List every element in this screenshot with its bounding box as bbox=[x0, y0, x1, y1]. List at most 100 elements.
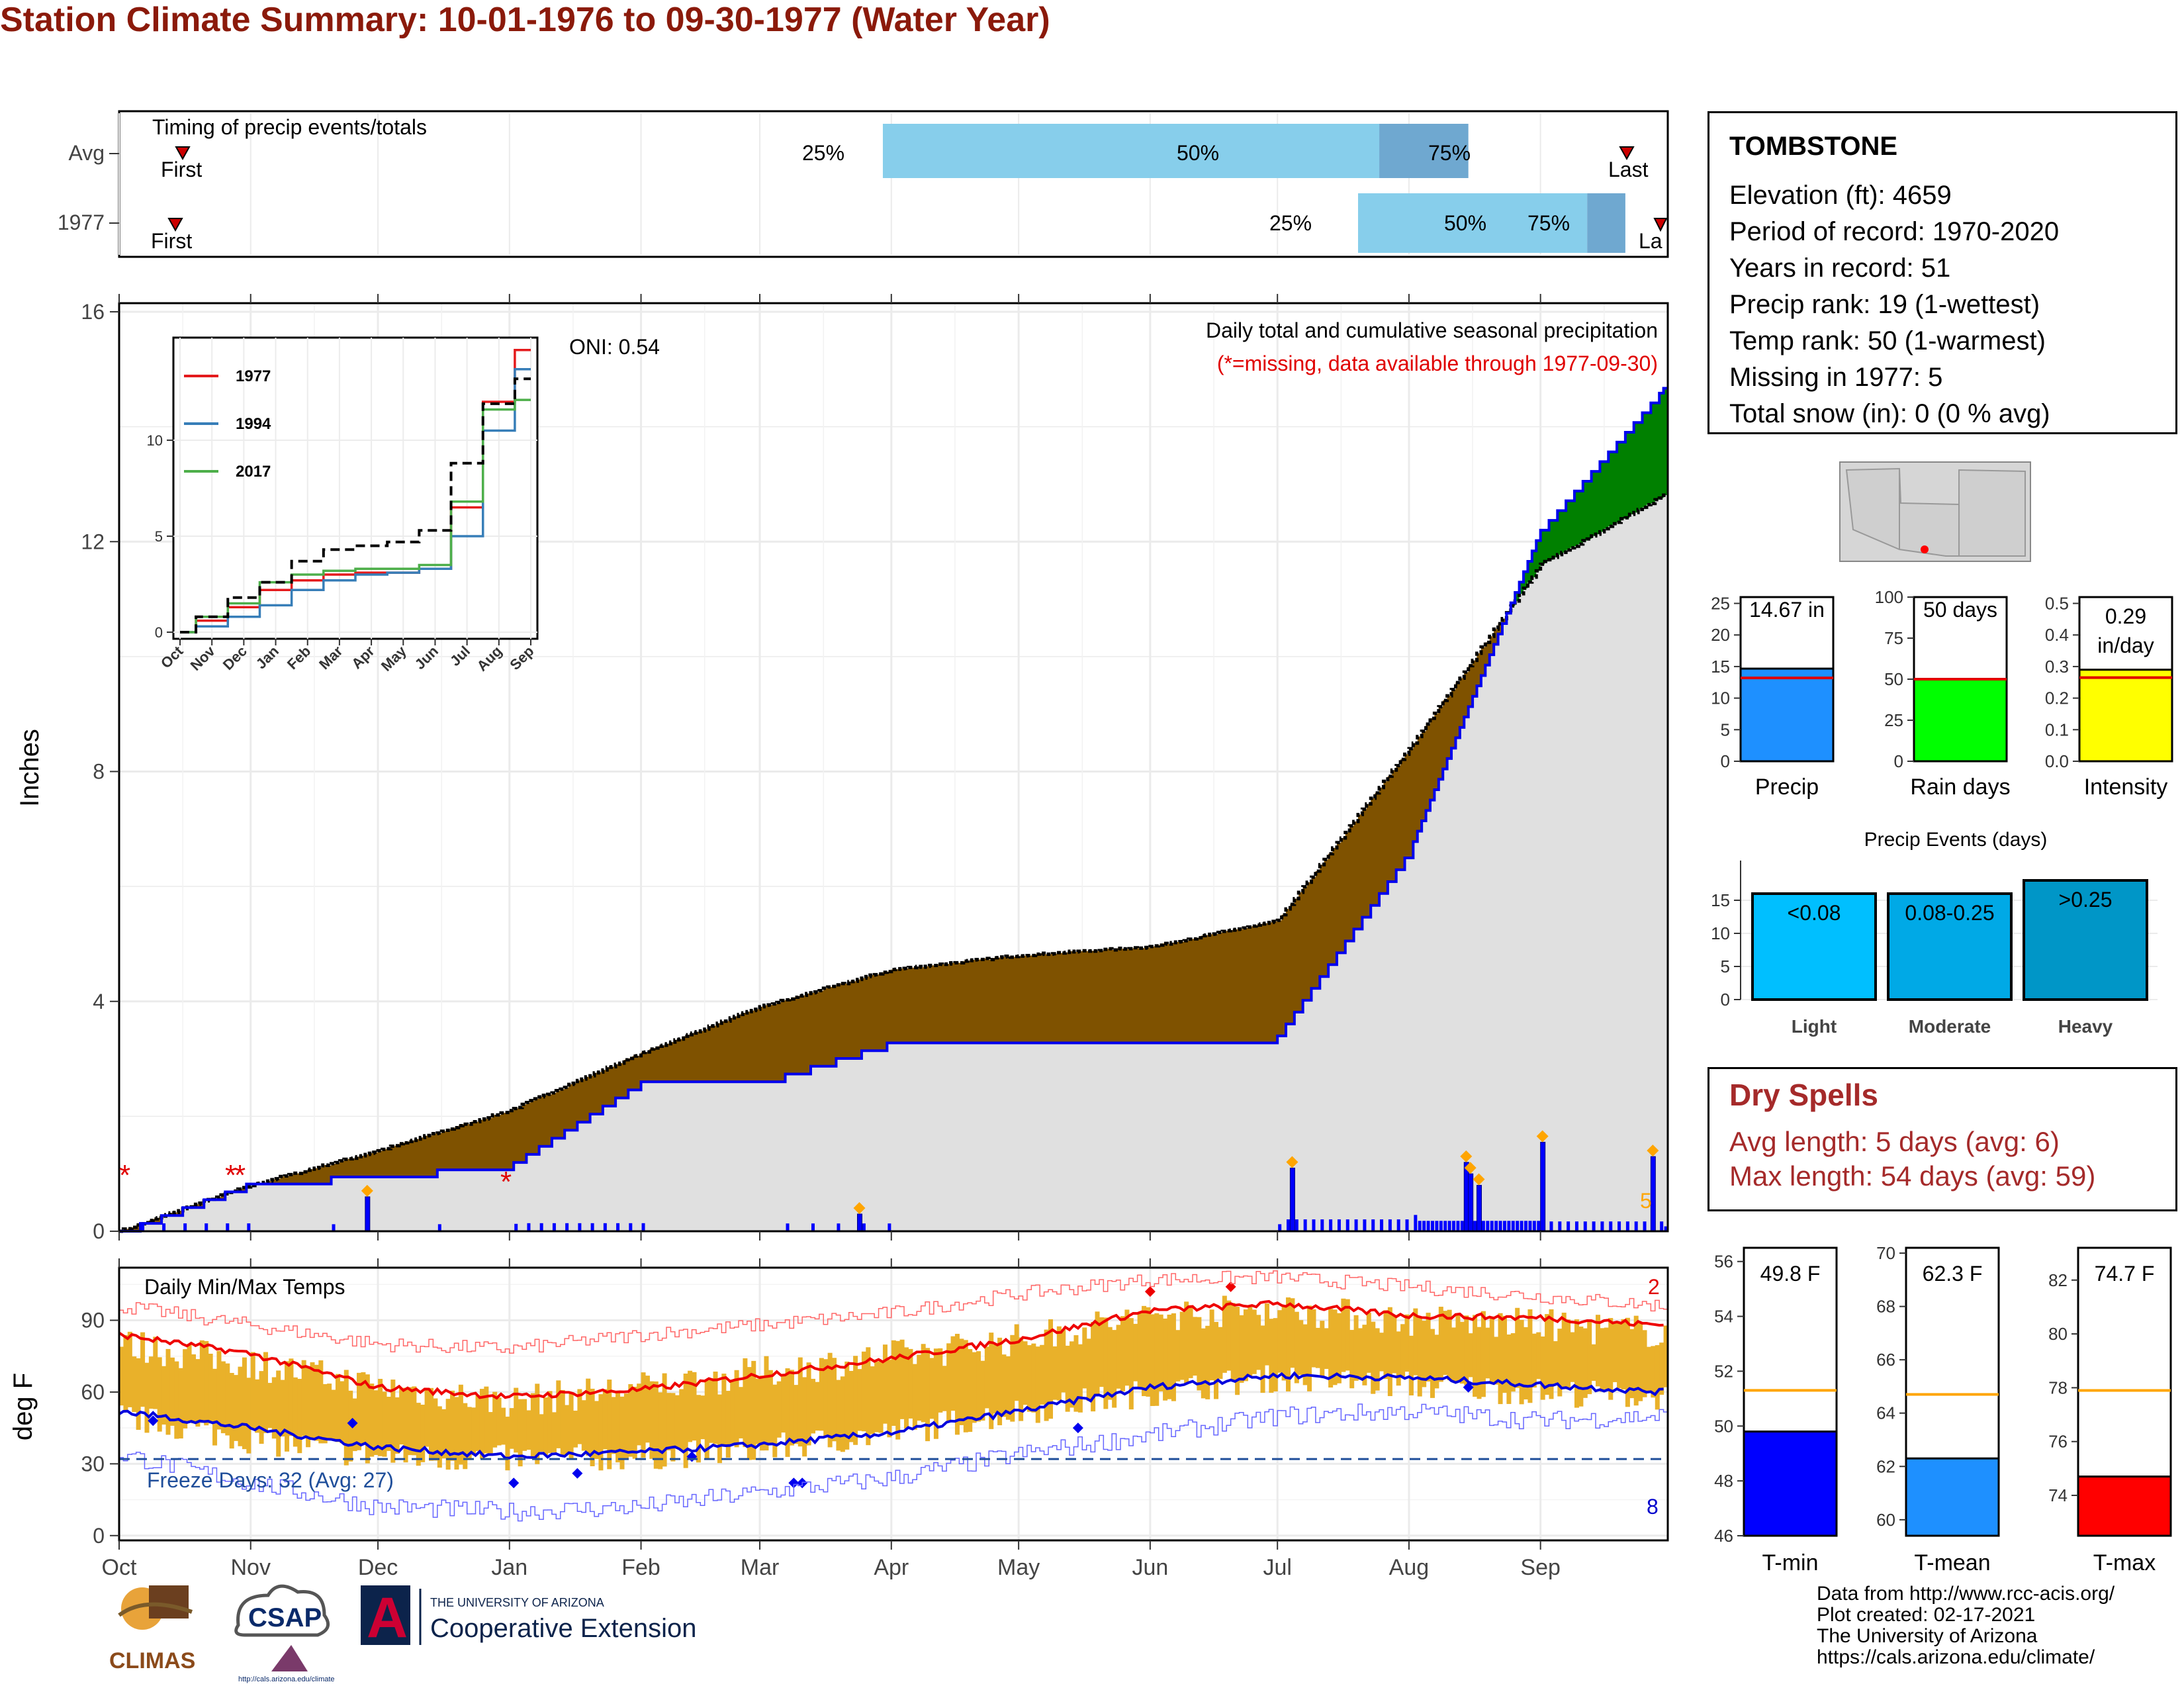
daily-temp-bar bbox=[645, 1376, 650, 1443]
locator-map bbox=[1839, 461, 2031, 562]
daily-precip-bar bbox=[1468, 1173, 1474, 1232]
daily-temp-bar bbox=[1438, 1307, 1443, 1382]
station-row: Temp rank: 50 (1-warmest) bbox=[1729, 326, 2046, 355]
daily-temp-bar bbox=[823, 1359, 829, 1436]
daily-temp-bar bbox=[390, 1380, 396, 1463]
daily-temp-bar bbox=[1010, 1335, 1015, 1422]
daily-temp-bar bbox=[1566, 1319, 1571, 1388]
daily-temp-bar bbox=[1531, 1333, 1537, 1388]
timing-row-avg: Avg bbox=[68, 141, 105, 165]
daily-temp-bar bbox=[1128, 1318, 1134, 1410]
daily-precip-bar bbox=[811, 1223, 815, 1231]
daily-temp-bar bbox=[776, 1381, 782, 1438]
daily-precip-bar bbox=[1511, 1221, 1515, 1231]
daily-temp-bar bbox=[950, 1336, 956, 1411]
inset-line-1994 bbox=[180, 367, 531, 633]
daily-temp-bar bbox=[590, 1388, 595, 1467]
precip-y-tick: 8 bbox=[93, 760, 105, 784]
daily-temp-bar bbox=[721, 1374, 727, 1445]
temp-summary-y-tick: 48 bbox=[1714, 1471, 1733, 1491]
summary-value: 14.67 in bbox=[1749, 598, 1825, 622]
daily-temp-bar bbox=[174, 1361, 179, 1439]
daily-temp-bar bbox=[844, 1361, 850, 1450]
summary-y-tick: 75 bbox=[1884, 628, 1903, 648]
daily-temp-bar bbox=[543, 1397, 549, 1456]
temp-y-tick: 60 bbox=[81, 1380, 105, 1404]
daily-temp-bar bbox=[666, 1393, 672, 1450]
daily-temp-bar bbox=[602, 1389, 608, 1450]
daily-temp-bar bbox=[1082, 1327, 1087, 1389]
daily-temp-bar bbox=[199, 1340, 205, 1423]
daily-temp-bar bbox=[157, 1357, 162, 1432]
daily-precip-bar bbox=[1516, 1221, 1520, 1231]
daily-temp-bar bbox=[1387, 1307, 1392, 1397]
daily-temp-bar bbox=[204, 1340, 209, 1426]
daily-precip-bar bbox=[1532, 1221, 1536, 1231]
record-low-marker bbox=[347, 1417, 358, 1429]
daily-precip-bar bbox=[590, 1223, 594, 1231]
daily-temp-bar bbox=[1524, 1327, 1529, 1400]
temp-y-tick: 0 bbox=[93, 1524, 105, 1548]
daily-temp-bar bbox=[772, 1384, 778, 1458]
daily-precip-bar bbox=[226, 1223, 230, 1231]
daily-temp-bar bbox=[259, 1371, 264, 1444]
credits: Data from http://www.rcc-acis.org/ Plot … bbox=[1817, 1583, 2115, 1668]
temp-ylabel: deg F bbox=[9, 1373, 38, 1440]
daily-temp-bar bbox=[518, 1399, 523, 1467]
daily-temp-bar bbox=[165, 1348, 171, 1435]
temp-y-tick: 90 bbox=[81, 1309, 105, 1333]
daily-temp-bar bbox=[276, 1370, 281, 1457]
daily-temp-bar bbox=[551, 1412, 557, 1453]
daily-precip-bar bbox=[1477, 1185, 1482, 1232]
daily-temp-bar bbox=[1362, 1325, 1367, 1385]
daily-temp-bar bbox=[959, 1338, 964, 1425]
daily-temp-bar bbox=[1222, 1295, 1227, 1373]
daily-temp-bar bbox=[234, 1375, 239, 1441]
month-tick: May bbox=[997, 1555, 1040, 1580]
daily-precip-bar bbox=[247, 1223, 251, 1231]
daily-precip-bar bbox=[641, 1223, 645, 1231]
daily-temp-bar bbox=[416, 1403, 421, 1466]
daily-precip-bar bbox=[1481, 1221, 1485, 1231]
daily-temp-bar bbox=[709, 1378, 714, 1443]
extreme-count: 5 bbox=[1640, 1189, 1652, 1213]
daily-precip-bar bbox=[1289, 1168, 1295, 1232]
station-row: Total snow (in): 0 (0 % avg) bbox=[1729, 399, 2050, 428]
daily-temp-bar bbox=[1120, 1316, 1125, 1391]
inset-y-tick: 5 bbox=[155, 528, 163, 545]
daily-temp-bar bbox=[1235, 1306, 1240, 1395]
daily-precip-bar bbox=[616, 1223, 620, 1231]
svg-text:CSAP: CSAP bbox=[248, 1603, 322, 1632]
daily-precip-bar bbox=[1396, 1219, 1400, 1231]
daily-temp-bar bbox=[1549, 1309, 1554, 1399]
record-tmax-line bbox=[119, 1270, 1668, 1354]
main-chart: Timing of precip events/totals Avg 1977 … bbox=[9, 110, 1669, 1580]
daily-temp-bar bbox=[148, 1356, 154, 1409]
daily-temp-bar bbox=[136, 1358, 141, 1430]
year-first-label: First bbox=[151, 229, 192, 253]
daily-precip-bar bbox=[1354, 1219, 1358, 1231]
daily-temp-bar bbox=[899, 1339, 905, 1419]
daily-temp-bar bbox=[637, 1383, 642, 1446]
daily-temp-bar bbox=[1426, 1313, 1431, 1382]
daily-precip-bar bbox=[1473, 1221, 1477, 1231]
daily-temp-bar bbox=[225, 1363, 230, 1436]
daily-temp-bar bbox=[1468, 1333, 1473, 1378]
daily-temp-bar bbox=[458, 1384, 463, 1465]
daily-temp-bar bbox=[1519, 1319, 1524, 1405]
daily-temp-bar bbox=[912, 1364, 917, 1430]
daily-temp-bar bbox=[1112, 1330, 1117, 1408]
avg-cumulative-area bbox=[119, 494, 1668, 1231]
daily-temp-bar bbox=[581, 1400, 586, 1451]
daily-precip-bar bbox=[1414, 1215, 1418, 1231]
daily-precip-bar bbox=[1443, 1221, 1447, 1231]
daily-temp-bar bbox=[183, 1349, 188, 1429]
daily-precip-bar bbox=[1435, 1221, 1439, 1231]
daily-temp-bar bbox=[1464, 1315, 1469, 1385]
temp-summary-y-tick: 52 bbox=[1714, 1361, 1733, 1381]
events-bar-moderate bbox=[1887, 892, 2013, 1001]
daily-temp-bar bbox=[1383, 1310, 1388, 1380]
daily-temp-bar bbox=[853, 1356, 858, 1445]
daily-temp-bar bbox=[1005, 1356, 1011, 1420]
daily-temp-bar bbox=[717, 1394, 722, 1464]
